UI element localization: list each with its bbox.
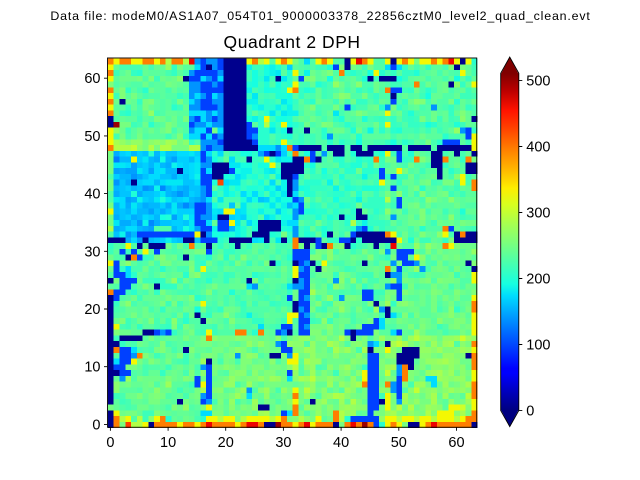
svg-text:10: 10 [84, 360, 100, 376]
svg-text:500: 500 [526, 74, 550, 90]
svg-text:60: 60 [448, 435, 464, 451]
svg-text:20: 20 [84, 302, 100, 318]
svg-text:30: 30 [275, 435, 291, 451]
svg-text:300: 300 [526, 206, 550, 222]
svg-text:10: 10 [160, 435, 176, 451]
svg-text:100: 100 [526, 338, 550, 354]
svg-text:400: 400 [526, 140, 550, 156]
svg-text:20: 20 [218, 435, 234, 451]
svg-text:50: 50 [391, 435, 407, 451]
svg-text:30: 30 [84, 244, 100, 260]
svg-text:0: 0 [526, 403, 534, 419]
svg-text:0: 0 [106, 435, 114, 451]
svg-text:Quadrant 2 DPH: Quadrant 2 DPH [224, 32, 361, 52]
svg-text:40: 40 [84, 187, 100, 203]
svg-text:200: 200 [526, 272, 550, 288]
svg-text:0: 0 [92, 417, 100, 433]
svg-text:60: 60 [84, 71, 100, 87]
svg-text:Data file: modeM0/AS1A07_054T0: Data file: modeM0/AS1A07_054T01_90000033… [50, 9, 590, 23]
svg-text:40: 40 [333, 435, 349, 451]
svg-text:50: 50 [84, 129, 100, 145]
